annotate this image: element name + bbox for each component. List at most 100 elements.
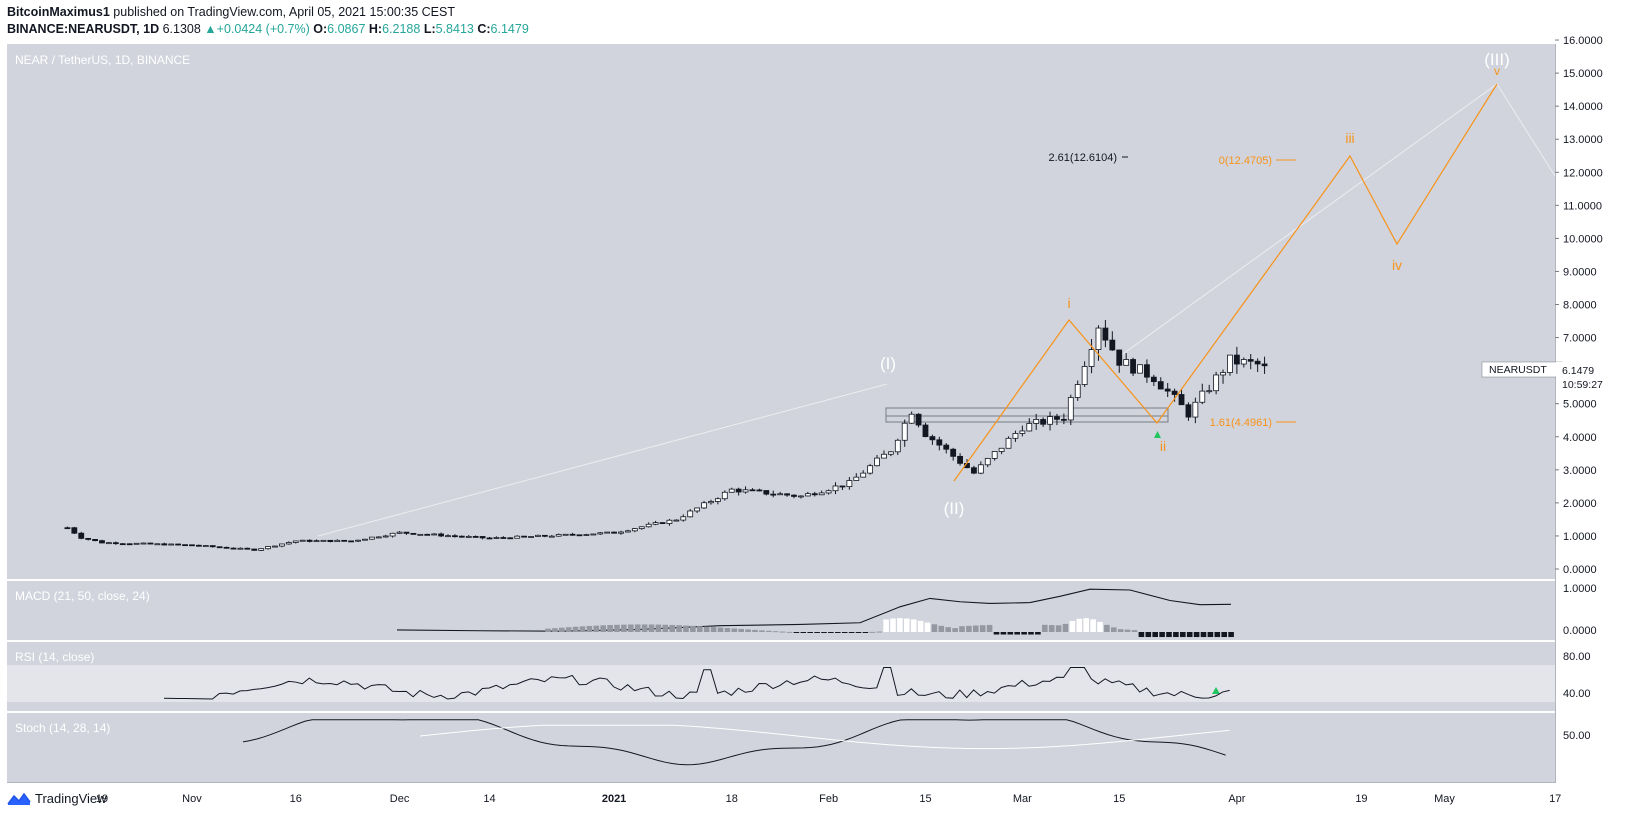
macd-histogram-bar — [669, 624, 675, 632]
fib-261-label: 2.61(12.6104) — [1049, 152, 1118, 164]
candle-body — [1040, 419, 1047, 425]
tradingview-footer[interactable]: TradingView — [7, 791, 107, 806]
time-axis-label: Dec — [390, 793, 410, 805]
candle-body — [313, 540, 320, 543]
macd-histogram-bar — [545, 628, 551, 632]
time-axis-label: Nov — [182, 793, 202, 805]
macd-histogram-bar — [1159, 632, 1165, 638]
macd-histogram-bar — [1145, 632, 1152, 638]
candle-body — [1178, 394, 1185, 406]
candle-body — [1137, 364, 1143, 374]
time-axis-label: 16 — [290, 793, 302, 805]
candle-body — [514, 535, 521, 539]
candle-body — [1033, 419, 1040, 424]
candle-body — [1074, 384, 1081, 398]
macd-histogram-bar — [1221, 632, 1227, 638]
candle-body — [749, 489, 756, 492]
candle-body — [92, 539, 98, 542]
candle-body — [680, 516, 687, 521]
candle-body — [507, 537, 514, 540]
candle-body — [119, 543, 126, 546]
macd-histogram-bar — [628, 624, 634, 632]
macd-histogram-bar — [904, 618, 910, 632]
macd-histogram-bar — [924, 622, 931, 632]
macd-histogram-bar — [772, 631, 779, 633]
rsi-signal-arrow — [1212, 687, 1220, 694]
candle-body — [64, 527, 71, 530]
candle-body — [1019, 430, 1026, 434]
price-tick-label: 10.0000 — [1563, 233, 1603, 245]
candle-body — [458, 535, 465, 538]
macd-histogram-bar — [690, 625, 696, 632]
candle-body — [1185, 404, 1192, 418]
candle-body — [1116, 349, 1123, 366]
macd-histogram-bar — [1173, 632, 1179, 638]
candle-body — [673, 519, 680, 522]
candle-body — [479, 536, 486, 539]
trendline-lower — [317, 383, 888, 537]
candle-body — [500, 537, 507, 539]
macd-histogram-bar — [910, 619, 917, 632]
price-axis-line — [1555, 44, 1556, 783]
macd-histogram-bar — [1021, 632, 1027, 635]
close-label: C: — [477, 22, 491, 36]
candle-body — [528, 536, 534, 538]
candle-body — [915, 413, 922, 426]
macd-histogram-bar — [731, 628, 738, 632]
candle-body — [1254, 360, 1261, 365]
macd-histogram-bar — [559, 627, 565, 632]
rsi-tick-80: 80.00 — [1563, 651, 1591, 663]
macd-histogram-bar — [655, 624, 662, 632]
candle-body — [763, 490, 770, 495]
macd-histogram-bar — [724, 628, 731, 632]
time-axis-label: Apr — [1228, 793, 1245, 805]
main-pane[interactable] — [7, 44, 1555, 579]
candle-body — [839, 485, 846, 488]
stoch-tick-50: 50.00 — [1563, 730, 1591, 742]
candle-body — [189, 544, 195, 547]
candle-body — [597, 532, 604, 535]
macd-histogram-bar — [1124, 629, 1131, 632]
candle-body — [714, 498, 721, 502]
price-tick-label: 2.0000 — [1563, 498, 1597, 510]
macd-histogram-bar — [945, 627, 951, 632]
candle-body — [784, 493, 790, 496]
candle-body — [818, 492, 825, 496]
candle-body — [1192, 401, 1199, 418]
candle-body — [279, 543, 285, 547]
macd-histogram-bar — [607, 625, 613, 632]
candle-body — [811, 493, 818, 496]
candle-body — [140, 542, 147, 545]
macd-histogram-bar — [869, 631, 876, 633]
macd-pane[interactable] — [7, 581, 1555, 640]
candle-body — [493, 537, 500, 539]
candle-body — [168, 543, 175, 546]
price-tick-label: 9.0000 — [1563, 266, 1597, 278]
candlestick-series[interactable] — [64, 319, 1268, 552]
currency-label: USDT — [1572, 55, 1599, 66]
wave-label-iv: iv — [1392, 257, 1402, 273]
time-axis-label: 2021 — [602, 793, 626, 805]
candle-body — [1088, 349, 1095, 367]
price-axis[interactable]: 16.0000 15.0000 14.0000 13.0000 12.0000 11.00… — [1555, 35, 1603, 576]
candle-body — [362, 538, 368, 541]
candle-body — [202, 545, 209, 548]
candle-body — [1227, 354, 1233, 373]
time-axis[interactable]: 19 Nov 16 Dec 14 2021 18 Feb 15 Mar 15 Apr 19 May 17 — [96, 793, 1561, 805]
macd-tick-1: 1.0000 — [1563, 583, 1597, 595]
candle-body — [209, 545, 216, 548]
support-zone-box-lower — [885, 415, 1169, 423]
symbol-tag-text: NEARUSDT — [1489, 364, 1547, 376]
candle-body — [1130, 359, 1136, 374]
bullish-divergence-arrow — [1154, 431, 1161, 438]
candle-body — [583, 534, 590, 536]
price-tick-label: 14.0000 — [1563, 101, 1603, 113]
author-name[interactable]: BitcoinMaximus1 — [7, 5, 110, 19]
macd-histogram-bar — [1014, 632, 1020, 635]
macd-histogram-bar — [959, 626, 965, 632]
time-axis-label: 15 — [1113, 793, 1125, 805]
stoch-pane[interactable] — [7, 713, 1555, 782]
candle-body — [341, 539, 348, 542]
rsi-title: RSI (14, close) — [15, 650, 94, 664]
